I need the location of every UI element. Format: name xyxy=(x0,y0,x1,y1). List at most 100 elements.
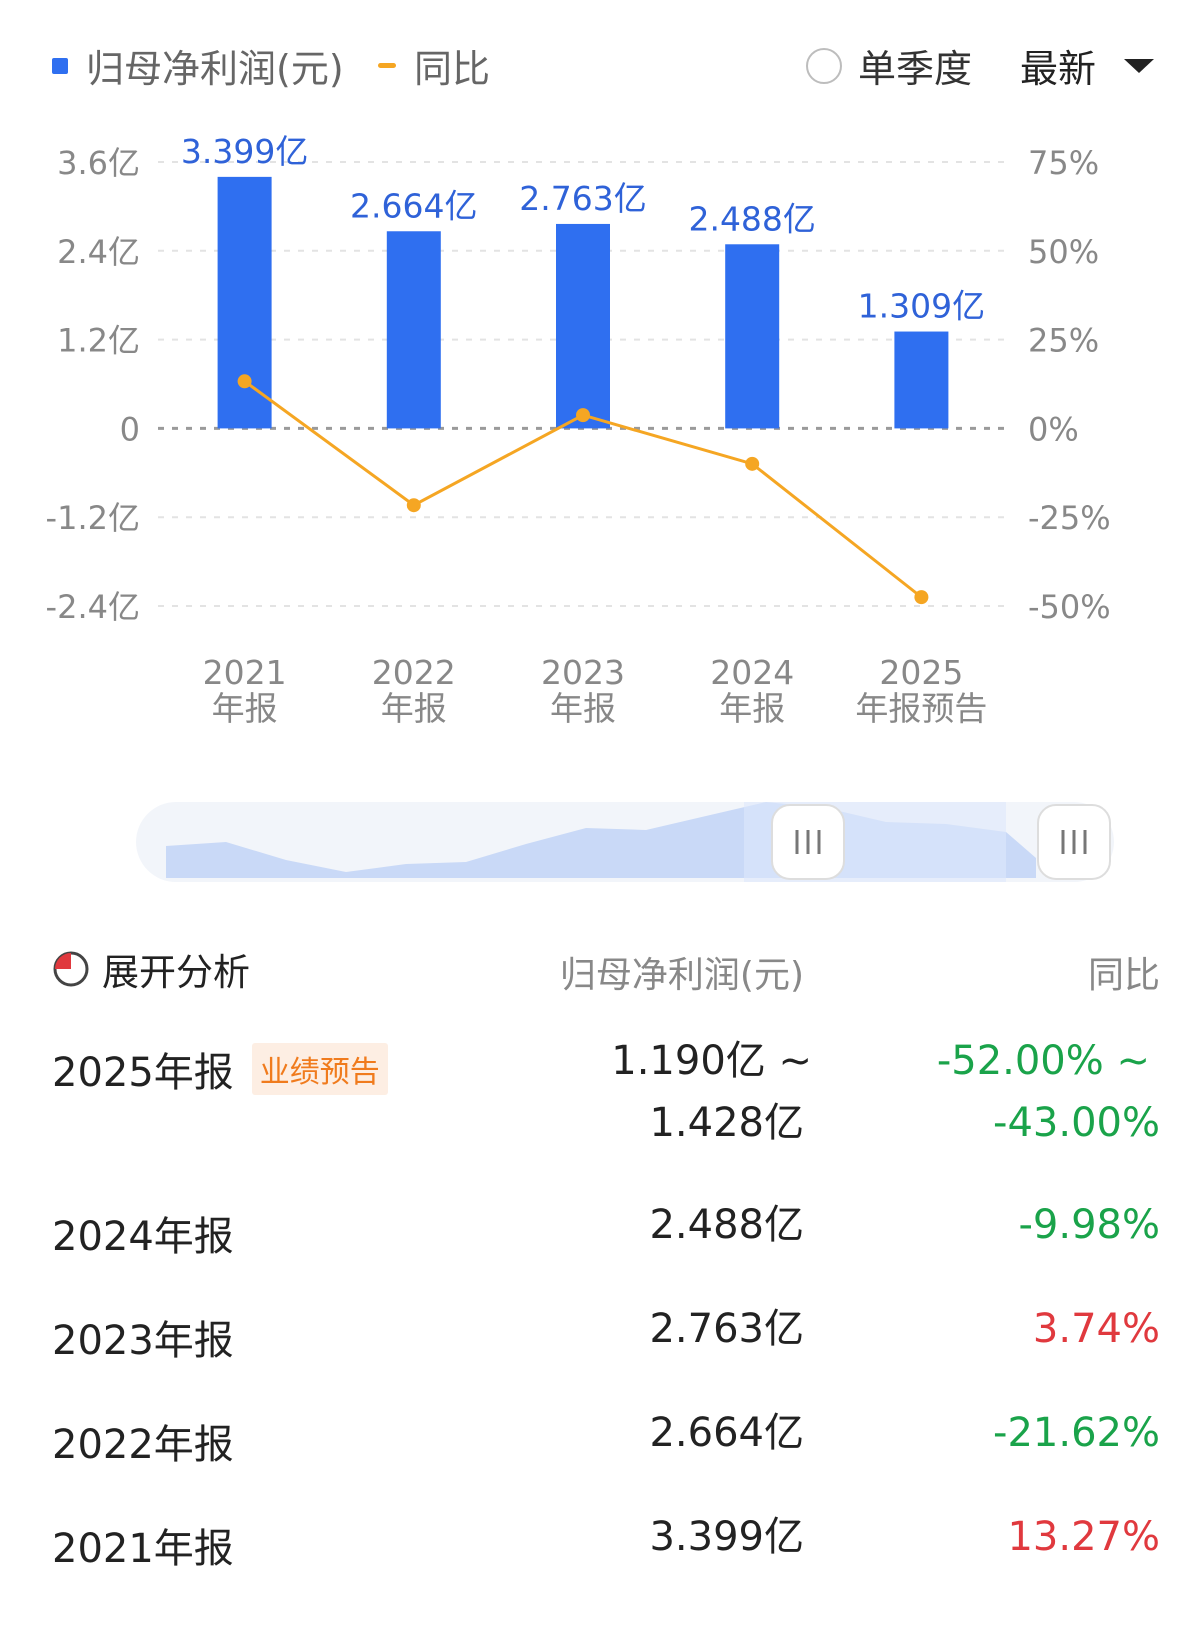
y-right-tick-label: -50% xyxy=(1028,588,1111,626)
y-left-tick-label: 3.6亿 xyxy=(57,144,140,182)
row-period-label: 2023年报 xyxy=(52,1318,234,1364)
y-left-tick-label: 0 xyxy=(120,410,140,448)
row-yoy: 3.74% xyxy=(1033,1298,1160,1360)
table-row[interactable]: 2025年报 业绩预告 1.190亿 ~ 1.428亿 -52.00% ~ -43.00% xyxy=(0,1030,1200,1194)
y-left-tick-label: -2.4亿 xyxy=(46,588,140,626)
x-tick-label: 年报 xyxy=(550,689,616,728)
x-tick-label: 年报 xyxy=(212,689,278,728)
legend-bar-label: 归母净利润(元) xyxy=(86,47,344,91)
row-yoy-line: -43.00% xyxy=(993,1100,1160,1146)
bar-2022[interactable] xyxy=(386,231,441,429)
pie-chart-icon xyxy=(53,951,89,987)
x-tick-year: 2022 xyxy=(372,653,456,692)
row-value-line: 2.664亿 xyxy=(649,1410,804,1456)
x-tick-label: 年报 xyxy=(719,689,785,728)
table-row[interactable]: 2022年报 2.664亿 -21.62% xyxy=(0,1402,1200,1506)
x-tick-label: 年报预告 xyxy=(855,689,987,728)
row-value-line: 2.763亿 xyxy=(649,1306,804,1352)
row-value: 1.190亿 ~ 1.428亿 xyxy=(611,1030,812,1154)
y-right-tick-label: 25% xyxy=(1028,322,1099,360)
row-period-label: 2021年报 xyxy=(52,1526,234,1572)
caret-down-icon[interactable] xyxy=(1124,58,1155,73)
row-yoy: -21.62% xyxy=(993,1402,1160,1464)
bar-value-label: 2.763亿 xyxy=(519,179,646,218)
table-row[interactable]: 2023年报 2.763亿 3.74% xyxy=(0,1298,1200,1402)
line-swatch-icon xyxy=(378,63,396,68)
row-value: 2.488亿 xyxy=(649,1194,804,1256)
range-slider[interactable] xyxy=(136,802,1114,882)
row-period-label: 2025年报 xyxy=(52,1050,234,1096)
row-period: 2022年报 xyxy=(52,1412,234,1470)
bar-swatch-icon xyxy=(52,57,68,74)
legend-bar-item[interactable]: 归母净利润(元) xyxy=(52,38,344,93)
single-quarter-label: 单季度 xyxy=(858,47,973,91)
single-quarter-toggle[interactable]: 单季度 xyxy=(806,38,972,93)
table-body: 2025年报 业绩预告 1.190亿 ~ 1.428亿 -52.00% ~ -43.00%… xyxy=(0,1030,1200,1610)
yoy-column-header: 同比 xyxy=(1087,955,1160,996)
chart-legend: 归母净利润(元) 同比 单季度 最新 xyxy=(0,0,1200,130)
slider-handle-right[interactable] xyxy=(1037,804,1111,880)
row-yoy-line: -52.00% ~ xyxy=(936,1038,1150,1084)
profit-chart: 3.6亿 75% 2.4亿 50% 1.2亿 25% 0 0% -1.2亿 -25% -2.4亿 -5… xyxy=(46,132,1111,728)
y-left-tick-label: 2.4亿 xyxy=(57,233,140,271)
y-right-tick-label: 75% xyxy=(1028,144,1099,182)
expand-analysis-button[interactable]: 展开分析 xyxy=(52,942,250,996)
y-right-tick-label: -25% xyxy=(1028,499,1111,537)
row-value: 3.399亿 xyxy=(649,1506,804,1568)
bar-value-label: 1.309亿 xyxy=(858,287,985,326)
table-row[interactable]: 2024年报 2.488亿 -9.98% xyxy=(0,1194,1200,1298)
row-yoy-line: 3.74% xyxy=(1032,1306,1160,1352)
value-column-header: 归母净利润(元) xyxy=(559,955,804,996)
yoy-point-2024[interactable] xyxy=(745,456,760,471)
bar-value-label: 3.399亿 xyxy=(181,132,308,171)
y-left-tick-label: 1.2亿 xyxy=(57,322,140,360)
forecast-badge: 业绩预告 xyxy=(251,1043,388,1095)
yoy-point-2021[interactable] xyxy=(237,374,252,389)
row-yoy-line: 13.27% xyxy=(1007,1514,1160,1560)
row-yoy-line: -21.62% xyxy=(993,1410,1160,1456)
legend-line-item[interactable]: 同比 xyxy=(378,38,490,93)
y-left-tick-label: -1.2亿 xyxy=(46,499,140,537)
row-value-line: 2.488亿 xyxy=(649,1202,804,1248)
row-yoy: -52.00% ~ -43.00% xyxy=(937,1030,1160,1154)
yoy-point-2023[interactable] xyxy=(576,408,590,423)
bar-2024[interactable] xyxy=(725,244,780,429)
bar-2023[interactable] xyxy=(556,223,610,429)
period-dropdown-value: 最新 xyxy=(1020,47,1097,91)
table-header: 展开分析 归母净利润(元) 同比 xyxy=(0,920,1200,1030)
y-right-tick-label: 0% xyxy=(1028,410,1079,448)
row-value-line: 1.428亿 xyxy=(649,1100,804,1146)
row-period: 2021年报 xyxy=(52,1516,234,1574)
radio-circle-icon[interactable] xyxy=(806,47,842,84)
row-value-line: 1.190亿 ~ xyxy=(611,1038,812,1084)
bar-2025[interactable] xyxy=(894,331,949,429)
yoy-point-2022[interactable] xyxy=(406,498,421,513)
x-tick-year: 2025 xyxy=(879,653,963,692)
table-row[interactable]: 2021年报 3.399亿 13.27% xyxy=(0,1506,1200,1610)
row-period-label: 2024年报 xyxy=(52,1214,234,1260)
yoy-point-2025[interactable] xyxy=(914,590,929,605)
expand-analysis-label: 展开分析 xyxy=(102,951,250,994)
y-right-tick-label: 50% xyxy=(1028,233,1099,271)
x-tick-year: 2024 xyxy=(710,653,794,692)
x-tick-label: 年报 xyxy=(381,689,447,728)
bar-2021[interactable] xyxy=(217,176,272,429)
x-tick-year: 2023 xyxy=(541,653,625,692)
bar-value-label: 2.664亿 xyxy=(350,186,477,225)
row-yoy-line: -9.98% xyxy=(1018,1202,1160,1248)
data-table: 展开分析 归母净利润(元) 同比 2025年报 业绩预告 1.190亿 ~ 1.428… xyxy=(0,920,1200,1610)
bar-value-label: 2.488亿 xyxy=(688,199,815,238)
row-period: 2023年报 xyxy=(52,1308,234,1366)
slider-handle-left[interactable] xyxy=(771,804,845,880)
legend-line-label: 同比 xyxy=(414,47,491,91)
row-yoy: 13.27% xyxy=(1007,1506,1160,1568)
row-period-label: 2022年报 xyxy=(52,1422,234,1468)
row-yoy: -9.98% xyxy=(1018,1194,1160,1256)
period-dropdown[interactable]: 最新 xyxy=(1020,38,1155,93)
row-value: 2.763亿 xyxy=(649,1298,804,1360)
row-period: 2024年报 xyxy=(52,1204,234,1262)
row-value-line: 3.399亿 xyxy=(649,1514,804,1560)
x-tick-year: 2021 xyxy=(203,653,287,692)
row-value: 2.664亿 xyxy=(649,1402,804,1464)
row-period: 2025年报 业绩预告 xyxy=(52,1040,388,1098)
